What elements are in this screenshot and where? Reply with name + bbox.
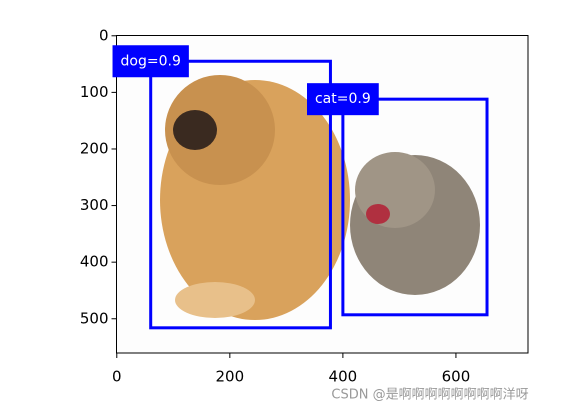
y-tick-label: 200 [80,139,109,157]
box-label-bg [306,83,379,116]
bounding-box [149,59,332,330]
y-tick-label: 300 [80,196,109,214]
box-label-bg [112,45,189,78]
y-tick-label: 100 [80,83,109,101]
x-tick-label: 400 [329,368,358,386]
x-tick-label: 200 [216,368,245,386]
y-tick-label: 400 [80,253,109,271]
y-tick-label: 0 [99,26,109,44]
y-tick-label: 500 [80,309,109,327]
box-label: dog=0.9 [121,53,181,69]
bounding-box [341,97,489,317]
axes-frame [116,35,529,354]
x-tick-label: 0 [112,368,122,386]
box-label: cat=0.9 [315,91,371,107]
x-tick-label: 600 [442,368,471,386]
watermark: CSDN @是啊啊啊啊啊啊啊啊洋呀 [331,388,528,403]
